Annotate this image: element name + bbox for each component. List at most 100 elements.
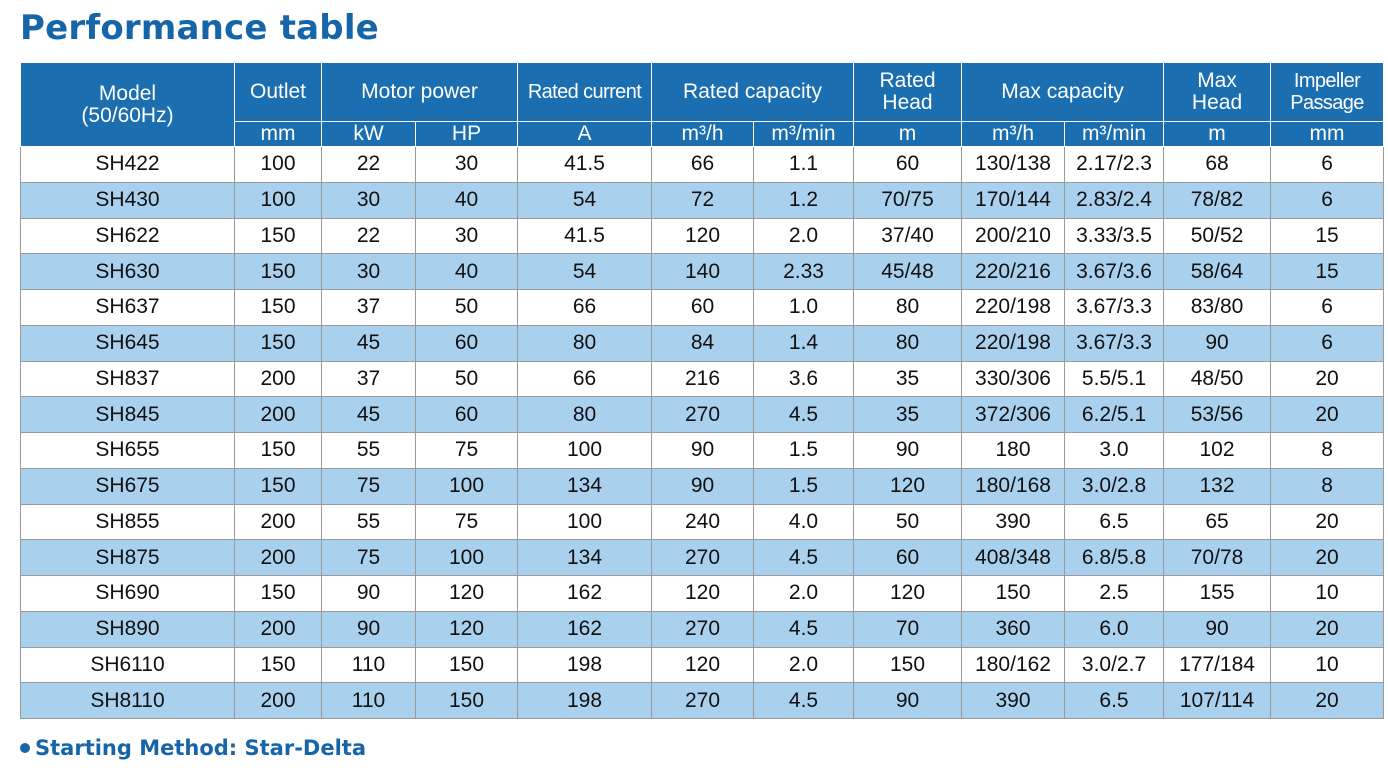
header-rated-head-label: Rated Head — [879, 69, 936, 114]
table-cell: 40 — [415, 181, 518, 219]
table-cell: 37/40 — [853, 217, 963, 255]
table-cell: 1.5 — [752, 467, 855, 505]
table-cell: 70 — [853, 610, 963, 648]
table-cell: 6.2/5.1 — [1064, 396, 1165, 433]
table-cell: 66 — [517, 289, 652, 326]
table-cell: 150 — [234, 646, 322, 684]
table-cell: 150 — [234, 217, 322, 255]
table-cell: 200 — [234, 396, 322, 433]
table-cell: 50 — [853, 503, 963, 541]
table-cell: 50/52 — [1163, 217, 1272, 255]
table-row: SH875 200 75 100 134 270 4.5 60 408/348 6.8/5.8 70… — [20, 539, 1385, 576]
unit-outlet: mm — [234, 121, 322, 147]
table-cell: 83/80 — [1163, 289, 1272, 326]
header-max-capacity: Max capacity — [961, 62, 1165, 122]
table-cell: 150 — [853, 646, 963, 684]
header-rated-head: Rated Head — [853, 62, 963, 122]
model-cell: SH855 — [20, 503, 235, 541]
table-cell: 30 — [321, 181, 416, 219]
table-row: SH8110 200 110 150 198 270 4.5 90 390 6.5 107/114 2… — [20, 682, 1385, 719]
table-cell: 54 — [517, 181, 652, 219]
table-cell: 100 — [517, 432, 652, 469]
table-cell: 35 — [853, 360, 963, 398]
table-cell: 30 — [415, 146, 518, 183]
table-cell: 66 — [651, 146, 754, 183]
starting-method-note: Starting Method: Star-Delta — [20, 733, 366, 763]
table-cell: 120 — [853, 575, 963, 612]
table-cell: 3.0/2.8 — [1064, 467, 1165, 505]
table-cell: 60 — [853, 539, 963, 576]
table-cell: 80 — [853, 289, 963, 326]
table-cell: 390 — [961, 682, 1066, 719]
table-cell: 100 — [517, 503, 652, 541]
unit-max-capacity-h: m³/h — [961, 121, 1066, 147]
table-cell: 48/50 — [1163, 360, 1272, 398]
table-cell: 20 — [1270, 682, 1385, 719]
table-cell: 6.5 — [1064, 503, 1165, 541]
table-cell: 75 — [415, 432, 518, 469]
unit-rated-head: m — [853, 121, 963, 147]
table-cell: 75 — [321, 539, 416, 576]
performance-table: Model (50/60Hz) Outlet Motor power Rated… — [20, 62, 1385, 719]
table-cell: 6 — [1270, 289, 1385, 326]
table-cell: 1.4 — [752, 324, 855, 362]
table-cell: 2.17/2.3 — [1064, 146, 1165, 183]
table-cell: 2.83/2.4 — [1064, 181, 1165, 219]
table-cell: 110 — [321, 682, 416, 719]
model-cell: SH630 — [20, 253, 235, 290]
model-cell: SH6110 — [20, 646, 235, 684]
table-row: SH675 150 75 100 134 90 1.5 120 180/168 3.0/2.8 13… — [20, 467, 1385, 505]
table-cell: 220/216 — [961, 253, 1066, 290]
table-cell: 3.67/3.3 — [1064, 289, 1165, 326]
table-row: SH637 150 37 50 66 60 1.0 80 220/198 3.67/3.3 83/8… — [20, 289, 1385, 326]
table-cell: 100 — [234, 181, 322, 219]
unit-motor-hp: HP — [415, 121, 518, 147]
table-cell: 90 — [651, 432, 754, 469]
table-row: SH430 100 30 40 54 72 1.2 70/75 170/144 2.83/2.4 7… — [20, 181, 1385, 219]
table-row: SH690 150 90 120 162 120 2.0 120 150 2.5 155 10 — [20, 575, 1385, 612]
table-cell: 100 — [415, 539, 518, 576]
table-cell: 55 — [321, 432, 416, 469]
table-cell: 100 — [415, 467, 518, 505]
table-cell: 150 — [234, 467, 322, 505]
table-cell: 372/306 — [961, 396, 1066, 433]
table-cell: 150 — [961, 575, 1066, 612]
table-cell: 90 — [1163, 610, 1272, 648]
table-cell: 10 — [1270, 646, 1385, 684]
table-cell: 2.0 — [752, 646, 855, 684]
table-cell: 200 — [234, 682, 322, 719]
table-cell: 180/162 — [961, 646, 1066, 684]
unit-max-head: m — [1163, 121, 1272, 147]
table-cell: 45 — [321, 396, 416, 433]
table-cell: 1.0 — [752, 289, 855, 326]
table-cell: 100 — [234, 146, 322, 183]
table-cell: 70/75 — [853, 181, 963, 219]
table-cell: 130/138 — [961, 146, 1066, 183]
table-cell: 134 — [517, 467, 652, 505]
table-cell: 2.0 — [752, 217, 855, 255]
model-cell: SH8110 — [20, 682, 235, 719]
table-cell: 90 — [321, 610, 416, 648]
table-cell: 134 — [517, 539, 652, 576]
unit-rated-current: A — [517, 121, 652, 147]
table-cell: 150 — [234, 289, 322, 326]
unit-rated-capacity-h: m³/h — [651, 121, 754, 147]
table-cell: 198 — [517, 682, 652, 719]
model-cell: SH690 — [20, 575, 235, 612]
table-row: SH622 150 22 30 41.5 120 2.0 37/40 200/210 3.33/3… — [20, 217, 1385, 255]
table-cell: 6 — [1270, 181, 1385, 219]
table-cell: 200 — [234, 503, 322, 541]
table-cell: 408/348 — [961, 539, 1066, 576]
table-cell: 390 — [961, 503, 1066, 541]
table-cell: 120 — [651, 217, 754, 255]
table-row: SH645 150 45 60 80 84 1.4 80 220/198 3.67/3.3 90 6 — [20, 324, 1385, 362]
table-cell: 3.0 — [1064, 432, 1165, 469]
model-cell: SH845 — [20, 396, 235, 433]
table-cell: 110 — [321, 646, 416, 684]
table-cell: 200 — [234, 539, 322, 576]
table-cell: 37 — [321, 360, 416, 398]
table-cell: 80 — [517, 324, 652, 362]
table-cell: 270 — [651, 539, 754, 576]
table-cell: 58/64 — [1163, 253, 1272, 290]
table-cell: 120 — [415, 575, 518, 612]
